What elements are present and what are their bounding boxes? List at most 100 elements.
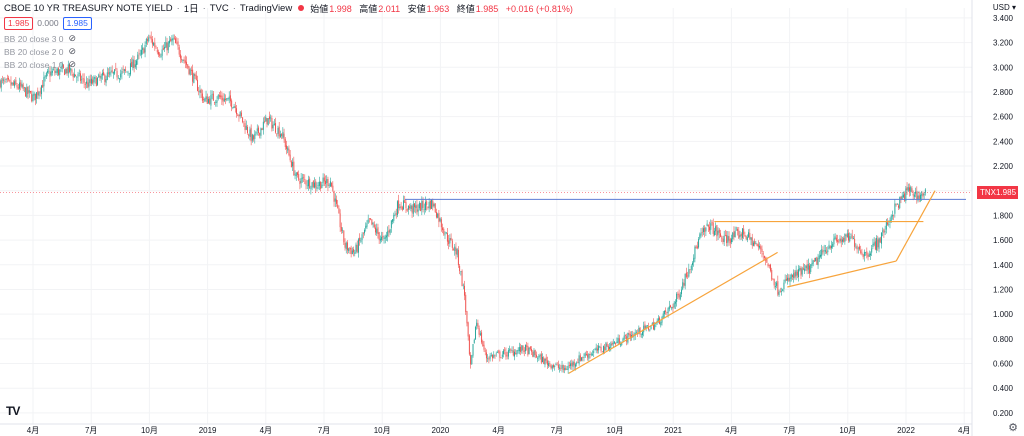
candle-body [188,66,190,74]
candle-body [620,344,622,346]
candle-body [334,198,336,202]
candle-body [95,78,97,87]
candle-body [818,255,820,259]
candle-body [299,180,301,185]
candle-body [796,271,798,276]
candle-body [655,323,657,325]
candle-body [700,232,702,236]
candle-body [326,179,328,184]
candle-body [873,242,875,245]
candle-body [182,59,184,61]
hide-eye-icon[interactable]: ⊘ [68,59,77,69]
candle-body [821,249,823,257]
candle-body [44,76,46,78]
candle-body [701,231,703,233]
candle-body [189,69,191,75]
candle-body [245,125,247,130]
candle-body [678,293,680,298]
candle-body [674,301,676,304]
candle-body [734,231,736,238]
candle-body [197,79,198,91]
candle-body [851,235,853,239]
y-tick-label: 2.600 [993,113,1014,122]
candle-body [205,96,207,100]
candle-body [895,203,897,205]
x-tick-label: 2020 [432,426,450,435]
candle-body [854,238,856,247]
hide-eye-icon[interactable]: ⊘ [68,46,77,56]
last-price-tag: TNX 1.985 [977,186,1018,200]
candle-body [345,242,347,249]
candle-body [49,71,51,77]
candle-body [229,95,231,102]
indicator-bb-3[interactable]: BB 20 close 3 0 ⊘ [4,33,77,44]
x-tick-label: 10月 [374,426,391,435]
candle-body [137,54,139,60]
candle-body [288,148,290,156]
candle-body [149,36,151,38]
candle-body [550,364,552,369]
candle-body [645,325,647,329]
candle-body [882,230,884,232]
candle-body [422,200,424,208]
candle-body [691,262,693,266]
indicator-bb-1[interactable]: BB 20 close 1 0 ⊘ [4,59,77,70]
candle-body [199,90,201,93]
candle-body [562,364,564,371]
buy-button[interactable]: 1.985 [62,16,92,30]
candle-body [239,111,241,117]
candle-body [384,236,386,239]
settings-gear-icon[interactable]: ⚙ [1008,422,1018,434]
candle-body [545,357,547,361]
candle-body [176,42,178,44]
candle-body [542,357,544,363]
candle-body [600,346,602,351]
change-value: +0.016 (+0.81%) [505,3,573,14]
candle-body [346,242,348,251]
hide-eye-icon[interactable]: ⊘ [68,33,77,43]
tradingview-logo[interactable]: TV [6,404,20,418]
candle-body [573,362,575,366]
candle-body [318,181,320,186]
candle-body [60,67,62,69]
candle-body [92,79,94,84]
candle-body [385,235,387,238]
candle-body [643,325,645,333]
symbol-name[interactable]: CBOE 10 YR TREASURY NOTE YIELD [4,2,173,14]
candle-body [867,255,869,258]
candle-body [283,133,285,140]
candle-body [496,352,498,353]
candle-body [876,237,878,251]
candle-body [884,231,886,232]
candle-body [175,38,177,44]
candle-body [670,305,672,308]
candle-body [411,205,413,213]
candle-body [251,134,253,141]
candle-body [406,208,408,211]
candle-body [366,223,368,227]
candle-body [806,264,808,272]
candle-body [811,263,813,266]
trend-line [895,190,936,262]
indicator-bb-2[interactable]: BB 20 close 2 0 ⊘ [4,46,77,57]
candle-body [615,342,617,345]
candle-body [767,263,769,267]
candle-body [494,355,496,356]
price-axis[interactable]: 3.4003.2003.0002.8002.6002.4002.2002.000… [971,0,1014,436]
currency-selector[interactable]: USD ▾ [992,3,1016,12]
time-axis[interactable]: 4月 7月 10月 2019 4月 7月 10月 2020 4月 7月 10月 2021 4月 7月 10月… [0,423,972,435]
candle-body [36,92,38,99]
symbol-header[interactable]: CBOE 10 YR TREASURY NOTE YIELD · 1日 · TV… [4,0,578,16]
candle-body [904,193,906,201]
drawings-layer[interactable] [405,190,966,374]
candle-body [171,38,173,42]
candle-body [284,139,286,148]
trend-line [787,260,897,288]
sell-button[interactable]: 1.985 [4,16,34,30]
candle-body [421,201,423,210]
candle-body [739,235,741,237]
candle-body [306,184,308,186]
candle-body [607,346,609,350]
interval-label[interactable]: 1日 [183,4,199,15]
